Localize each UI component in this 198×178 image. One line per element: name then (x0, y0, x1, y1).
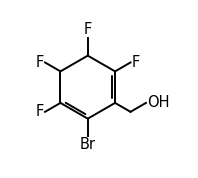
Text: F: F (36, 104, 44, 119)
Text: OH: OH (147, 95, 169, 110)
Text: F: F (36, 55, 44, 70)
Text: F: F (132, 55, 140, 70)
Text: Br: Br (80, 137, 96, 152)
Text: F: F (84, 22, 92, 37)
